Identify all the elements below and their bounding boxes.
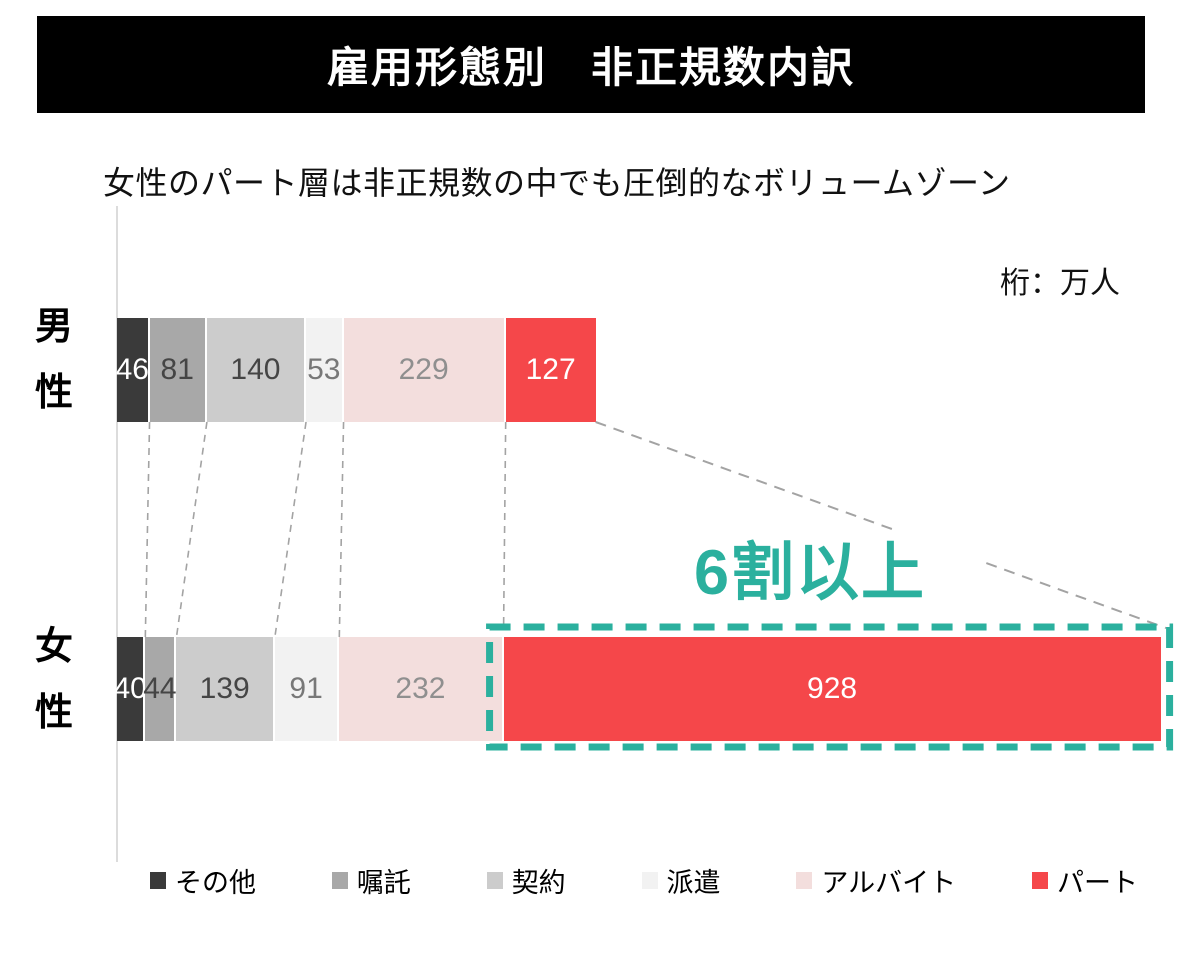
bar-segment-1-1: 44: [143, 637, 177, 741]
legend-swatch: [796, 871, 813, 889]
segment-value: 127: [525, 353, 576, 386]
bar-segment-0-4: 229: [343, 318, 506, 422]
connector-line-1: [144, 421, 151, 638]
legend-item-2: 契約: [486, 861, 566, 900]
segment-value: 139: [199, 672, 250, 705]
connector-line-4: [338, 421, 345, 638]
title-banner: 雇用形態別 非正規数内訳: [37, 16, 1145, 113]
bar-segment-0-1: 81: [149, 318, 207, 422]
y-axis-line: [116, 206, 118, 862]
legend-item-1: 嘱託: [331, 861, 411, 900]
segment-value: 46: [115, 353, 149, 386]
legend-item-0: その他: [150, 861, 256, 900]
legend-swatch: [1031, 871, 1048, 889]
bar-segment-1-2: 139: [176, 637, 275, 741]
legend-item-5: パート: [1031, 861, 1138, 900]
bar-segment-1-4: 232: [339, 637, 504, 741]
bar-row-0: 46 81 140 53 229 127: [0, 318, 1200, 422]
legend-item-3: 派遣: [641, 861, 721, 900]
bar-segment-0-0: 46: [115, 318, 150, 422]
segment-value: 53: [307, 353, 341, 386]
legend-label: 契約: [511, 867, 566, 898]
bar-row-1: 40 44 139 91 232 928: [0, 637, 1200, 741]
legend-swatch: [331, 871, 348, 889]
legend-label: その他: [175, 867, 256, 898]
segment-value: 44: [143, 672, 177, 705]
chart-title: 雇用形態別 非正規数内訳: [326, 44, 855, 91]
legend-label: 派遣: [666, 867, 721, 898]
legend: その他 嘱託 契約 派遣 アルバイト パート: [150, 860, 1138, 900]
bar-segment-0-3: 53: [306, 318, 344, 422]
segment-value: 91: [289, 672, 323, 705]
bar-segment-0-5: 127: [505, 318, 596, 422]
category-label-0: 男 性: [34, 306, 73, 414]
connector-line-3: [274, 421, 307, 638]
connector-line-5: [502, 421, 507, 631]
legend-swatch: [486, 871, 503, 889]
legend-label: パート: [1056, 867, 1138, 898]
legend-label: アルバイト: [821, 867, 957, 898]
segment-value: 928: [807, 672, 858, 705]
bar-segment-0-2: 140: [206, 318, 307, 422]
connector-line-2: [175, 421, 208, 638]
legend-swatch: [150, 871, 166, 889]
diagonal-connector-b: [985, 562, 1167, 629]
bar-segment-1-0: 40: [113, 637, 147, 741]
legend-swatch: [641, 871, 658, 889]
unit-label: 桁：万人: [1000, 267, 1120, 300]
annotation-text: 6割以上: [693, 538, 927, 608]
segment-value: 232: [395, 672, 446, 705]
segment-value: 81: [160, 353, 194, 386]
chart-subtitle: 女性のパート層は非正規数の中でも圧倒的なボリュームゾーン: [103, 165, 1011, 201]
diagonal-connector-a: [595, 421, 893, 531]
legend-label: 嘱託: [356, 867, 411, 898]
bar-segment-1-3: 91: [274, 637, 340, 741]
category-label-1: 女 性: [34, 626, 73, 734]
segment-value: 229: [398, 353, 449, 386]
segment-value: 140: [230, 353, 281, 386]
legend-item-4: アルバイト: [796, 861, 956, 900]
bar-segment-1-5: 928: [503, 637, 1161, 741]
segment-value: 40: [113, 672, 147, 705]
